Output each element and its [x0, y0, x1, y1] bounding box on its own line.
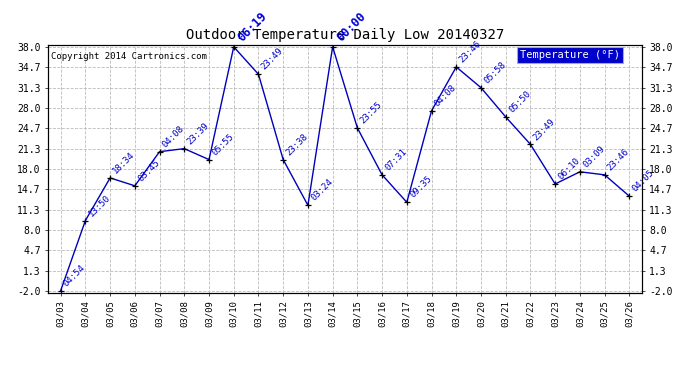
- Text: 06:10: 06:10: [556, 156, 582, 182]
- Text: 23:46: 23:46: [606, 147, 631, 172]
- Text: 04:54: 04:54: [62, 263, 87, 288]
- Text: 13:50: 13:50: [87, 193, 112, 218]
- Text: 23:55: 23:55: [359, 100, 384, 126]
- Text: Temperature (°F): Temperature (°F): [520, 50, 620, 60]
- Text: 06:19: 06:19: [235, 10, 269, 44]
- Text: 04:08: 04:08: [161, 124, 186, 149]
- Text: 23:46: 23:46: [457, 39, 483, 64]
- Text: 23:39: 23:39: [186, 121, 211, 146]
- Text: 09:35: 09:35: [408, 174, 433, 200]
- Text: 03:45: 03:45: [136, 158, 161, 183]
- Text: 23:38: 23:38: [284, 132, 310, 157]
- Text: 00:00: 00:00: [334, 10, 368, 44]
- Text: 04:05: 04:05: [631, 168, 656, 194]
- Text: 18:34: 18:34: [111, 150, 137, 176]
- Text: 23:49: 23:49: [532, 117, 557, 142]
- Text: 05:55: 05:55: [210, 132, 235, 157]
- Text: 23:49: 23:49: [259, 46, 285, 72]
- Text: 05:58: 05:58: [482, 60, 508, 85]
- Text: 03:24: 03:24: [309, 177, 335, 203]
- Text: 03:09: 03:09: [581, 144, 607, 170]
- Text: 04:08: 04:08: [433, 83, 458, 108]
- Title: Outdoor Temperature Daily Low 20140327: Outdoor Temperature Daily Low 20140327: [186, 28, 504, 42]
- Text: 07:31: 07:31: [384, 147, 408, 172]
- Text: 05:50: 05:50: [507, 89, 532, 114]
- Text: Copyright 2014 Cartronics.com: Copyright 2014 Cartronics.com: [51, 53, 207, 62]
